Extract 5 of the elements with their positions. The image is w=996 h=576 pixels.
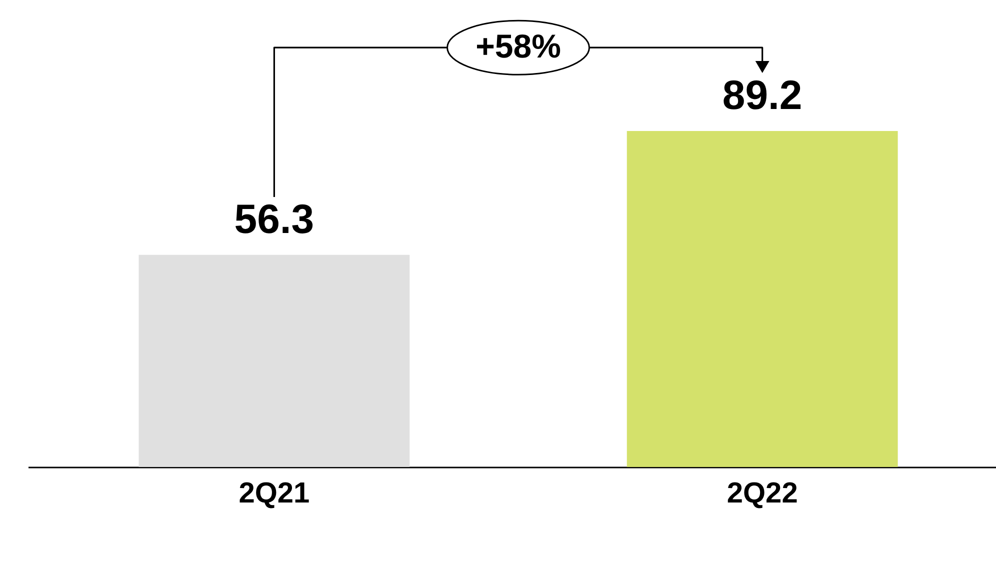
data-label: 89.2 [722,72,802,118]
x-tick-label: 2Q22 [726,478,798,510]
data-label: 56.3 [234,196,314,242]
text: +58% [476,28,561,65]
x-tick-label: 2Q21 [238,478,310,510]
